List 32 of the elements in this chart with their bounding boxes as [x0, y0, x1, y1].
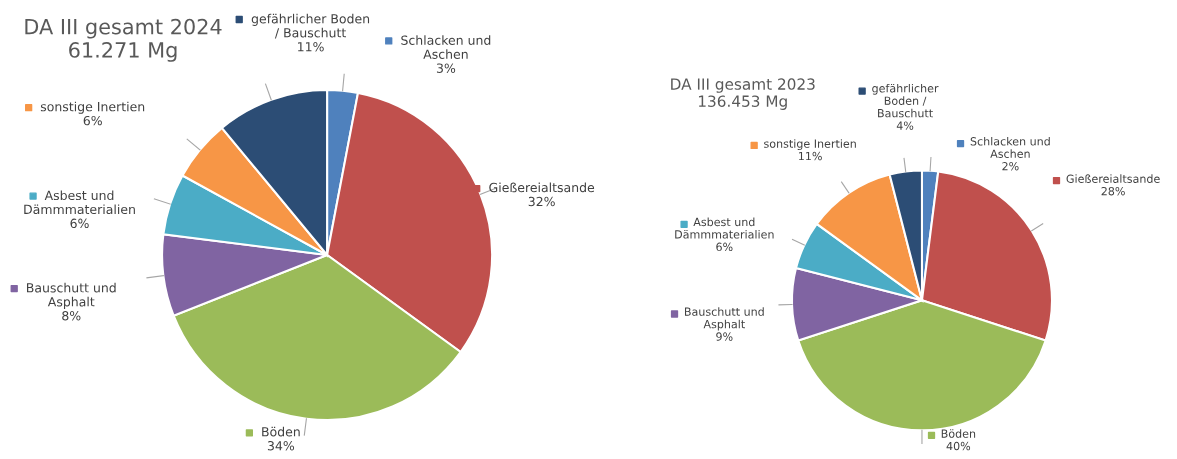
legend-label: Asbest und Dämmmaterialien [24, 190, 135, 215]
text: 136.453 Mg [698, 95, 787, 110]
chart-title: DA III gesamt 2023 [671, 78, 815, 93]
legend-label: Gießereialtsande [1066, 174, 1160, 183]
legend-label: Böden [941, 429, 976, 438]
data-label: 11% [799, 151, 822, 161]
legend-label: sonstige Inertien [40, 101, 145, 114]
data-label: 6% [83, 115, 102, 126]
data-label: 8% [62, 311, 81, 321]
legend-label: Bauschutt und Asphalt [684, 307, 764, 331]
data-label: 32% [528, 196, 555, 207]
data-label: 6% [70, 218, 89, 229]
data-label: 4% [896, 121, 914, 130]
text: 61.271 Mg [69, 42, 177, 62]
legend-label: gefährlicher Boden / Bauschutt [872, 83, 939, 118]
data-label: 6% [716, 242, 733, 252]
data-label: 28% [1101, 186, 1125, 196]
legend-label: Schlacken und Aschen [401, 35, 491, 59]
legend-label: Böden [262, 426, 300, 437]
data-label: 40% [946, 441, 971, 451]
data-label: 2% [1002, 162, 1019, 171]
legend-label: Asbest und Dämmmaterialien [675, 217, 774, 239]
chart-title: DA III gesamt 2024 [25, 18, 222, 39]
data-label: 34% [267, 441, 295, 451]
legend-label: Gießereialtsande [489, 182, 595, 193]
legend-label: Bauschutt und Asphalt [27, 282, 116, 309]
data-label: 9% [716, 332, 733, 341]
legend-label: Schlacken und Aschen [970, 136, 1050, 158]
data-label: 3% [436, 63, 456, 73]
legend-label: sonstige Inertien [764, 139, 856, 150]
data-label: 11% [298, 42, 324, 52]
legend-label: gefährlicher Boden / Bauschutt [251, 13, 370, 39]
